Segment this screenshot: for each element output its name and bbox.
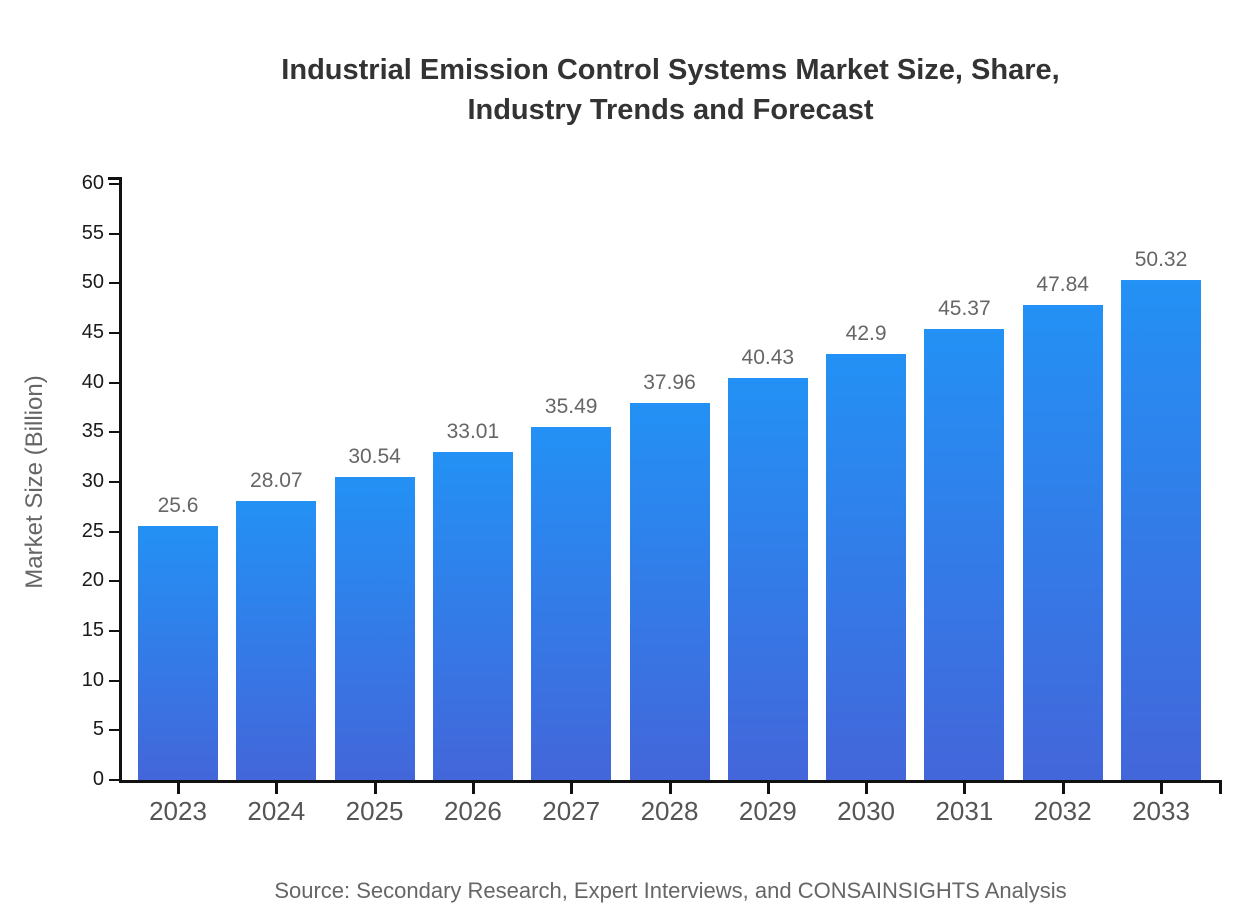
x-tick xyxy=(963,780,967,794)
bar-value-label: 37.96 xyxy=(643,370,696,394)
y-tick xyxy=(109,729,119,732)
x-tick-label: 2026 xyxy=(443,796,502,826)
bar-value-label: 35.49 xyxy=(544,395,598,419)
chart-title: Industrial Emission Control Systems Mark… xyxy=(281,54,1060,126)
bar xyxy=(1121,280,1201,780)
x-tick-label: 2023 xyxy=(149,796,207,826)
y-tick xyxy=(109,282,119,285)
y-tick-label: 20 xyxy=(81,569,104,592)
bar xyxy=(727,378,808,780)
x-tick-label: 2025 xyxy=(345,796,404,826)
bar xyxy=(334,476,415,780)
y-tick xyxy=(109,679,119,682)
source-note: Source: Secondary Research, Expert Inter… xyxy=(274,878,1067,903)
x-tick xyxy=(373,780,377,794)
x-tick xyxy=(865,780,869,794)
y-tick-label: 0 xyxy=(92,768,104,790)
bar xyxy=(826,353,907,780)
y-tick-label: 10 xyxy=(81,668,104,691)
y-tick xyxy=(109,630,119,632)
x-tick xyxy=(668,780,672,794)
x-tick-label: 2028 xyxy=(640,796,699,826)
x-tick-label: 2030 xyxy=(837,796,896,826)
bar xyxy=(138,525,218,780)
y-tick-label: 35 xyxy=(81,420,104,443)
bar-value-label: 42.9 xyxy=(845,321,887,345)
x-tick xyxy=(1160,780,1163,794)
x-tick-label: 2031 xyxy=(935,796,994,826)
bar-value-label: 25.6 xyxy=(157,493,199,517)
x-axis-end-cap xyxy=(1219,780,1222,794)
bar-value-label: 45.37 xyxy=(938,297,991,321)
x-tick-label: 2029 xyxy=(738,796,797,826)
bar xyxy=(629,402,710,780)
y-tick xyxy=(109,381,119,384)
y-tick-label: 55 xyxy=(81,221,104,244)
y-axis-end-cap xyxy=(108,177,119,180)
y-tick xyxy=(109,779,119,781)
bar-value-label: 50.32 xyxy=(1134,248,1188,272)
y-tick-label: 60 xyxy=(81,172,104,194)
bar xyxy=(1022,304,1103,780)
y-tick-label: 40 xyxy=(81,370,104,393)
y-tick xyxy=(109,183,119,185)
bar-value-label: 30.54 xyxy=(348,444,401,468)
y-tick xyxy=(109,431,119,434)
bar-value-label: 33.01 xyxy=(446,420,500,444)
y-tick-label: 30 xyxy=(81,470,104,492)
x-tick xyxy=(471,780,475,794)
bar xyxy=(236,501,317,780)
x-tick-label: 2024 xyxy=(247,796,306,826)
bar-value-label: 47.84 xyxy=(1036,272,1089,296)
y-tick-label: 50 xyxy=(81,271,104,294)
y-tick xyxy=(109,481,119,483)
y-tick xyxy=(109,580,119,583)
x-tick-label: 2032 xyxy=(1033,796,1092,826)
y-tick-label: 15 xyxy=(81,619,104,641)
x-tick xyxy=(570,780,574,794)
x-tick-label: 2027 xyxy=(542,796,601,826)
x-tick xyxy=(1061,780,1065,794)
bar-value-label: 28.07 xyxy=(250,469,303,493)
x-tick xyxy=(177,780,180,794)
y-tick xyxy=(109,530,119,533)
bar xyxy=(531,427,612,780)
bar-value-label: 40.43 xyxy=(741,346,795,370)
y-tick-label: 5 xyxy=(92,718,104,741)
y-axis-line xyxy=(119,177,122,783)
y-tick xyxy=(109,232,119,235)
x-tick xyxy=(275,780,279,794)
bar xyxy=(432,452,513,780)
x-tick-label: 2033 xyxy=(1132,796,1190,826)
y-tick-label: 45 xyxy=(81,321,104,343)
bar xyxy=(924,329,1005,780)
y-tick xyxy=(109,332,119,334)
y-tick-label: 25 xyxy=(81,519,104,542)
x-tick xyxy=(766,780,770,794)
